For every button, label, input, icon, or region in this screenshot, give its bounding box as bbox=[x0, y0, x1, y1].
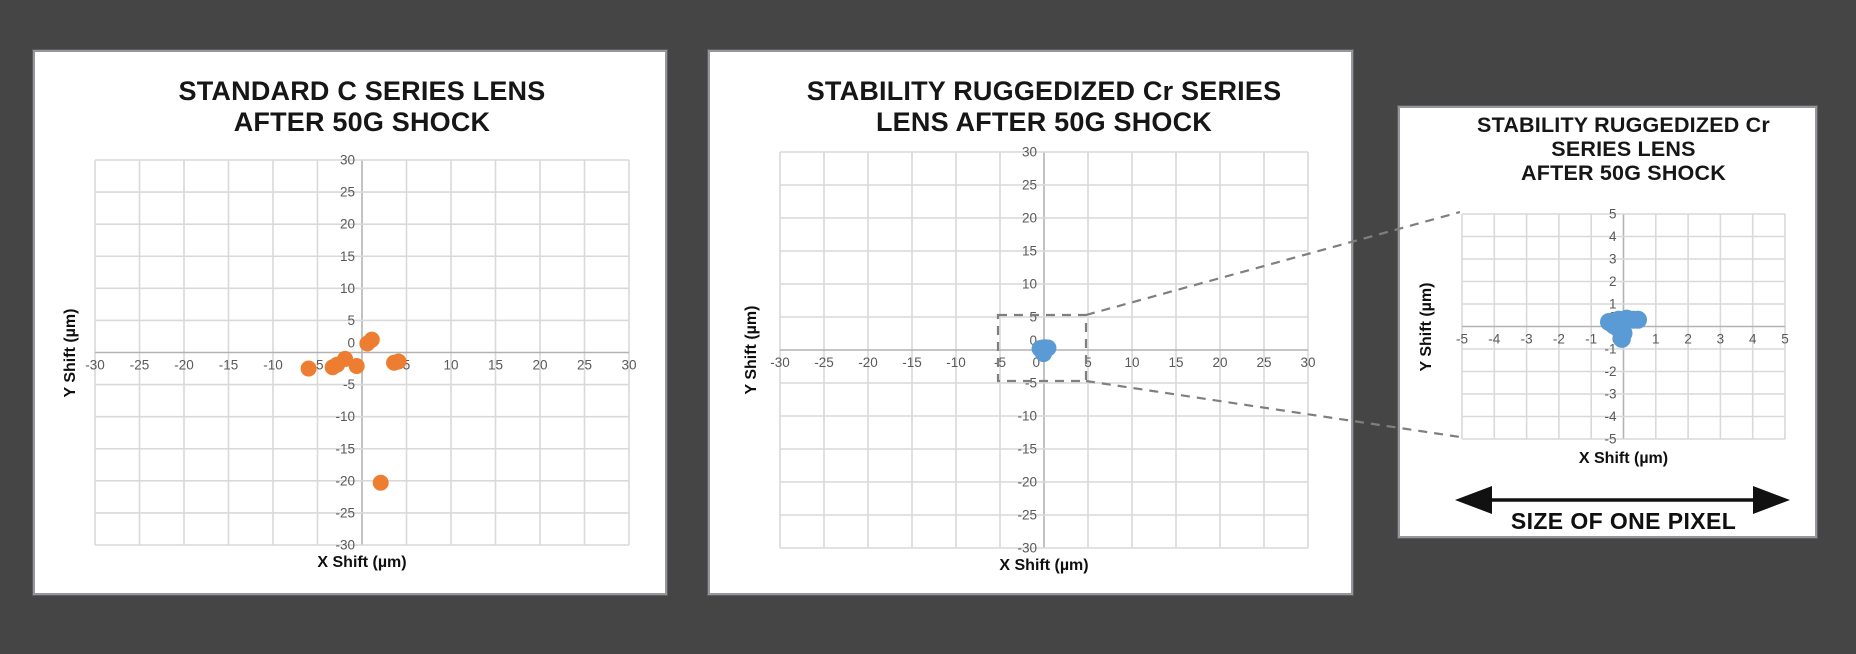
svg-text:-25: -25 bbox=[130, 358, 150, 373]
svg-text:25: 25 bbox=[1256, 355, 1271, 370]
svg-text:3: 3 bbox=[1609, 252, 1617, 267]
svg-text:30: 30 bbox=[621, 358, 636, 373]
chart-title-line: AFTER 50G SHOCK bbox=[233, 107, 491, 137]
svg-text:-10: -10 bbox=[946, 355, 966, 370]
chart-title-line: AFTER 50G SHOCK bbox=[1521, 161, 1726, 185]
svg-text:-1: -1 bbox=[1585, 332, 1597, 347]
svg-text:5: 5 bbox=[1781, 332, 1789, 347]
chart-title-ruggedized: STABILITY RUGGEDIZED Cr SERIES LENS AFTE… bbox=[780, 76, 1308, 138]
svg-text:30: 30 bbox=[1022, 145, 1037, 160]
svg-text:2: 2 bbox=[1684, 332, 1692, 347]
svg-text:-5: -5 bbox=[1456, 332, 1468, 347]
svg-text:1: 1 bbox=[1609, 297, 1617, 312]
svg-text:10: 10 bbox=[340, 281, 355, 296]
svg-text:25: 25 bbox=[577, 358, 592, 373]
svg-text:-5: -5 bbox=[994, 355, 1006, 370]
svg-text:-3: -3 bbox=[1604, 387, 1616, 402]
svg-text:-2: -2 bbox=[1604, 364, 1616, 379]
svg-text:-5: -5 bbox=[343, 377, 355, 392]
svg-text:25: 25 bbox=[1022, 178, 1037, 193]
svg-text:-4: -4 bbox=[1604, 409, 1616, 424]
svg-text:20: 20 bbox=[340, 217, 355, 232]
svg-text:20: 20 bbox=[1212, 355, 1227, 370]
svg-text:-10: -10 bbox=[263, 358, 283, 373]
svg-text:15: 15 bbox=[340, 249, 355, 264]
svg-text:-20: -20 bbox=[1017, 475, 1037, 490]
svg-text:-25: -25 bbox=[814, 355, 834, 370]
svg-text:-30: -30 bbox=[85, 358, 105, 373]
scatter-plot-standard: -30 -25 -20 -15 -10 -5 0 5 10 15 20 25 30 -30 -25 -20 -1… bbox=[85, 153, 636, 553]
scatter-plot-ruggedized: -30 -25 -20 -15 -10 -5 0 5 10 15 20 25 30-30-25-20-1… bbox=[770, 145, 1315, 556]
svg-text:-25: -25 bbox=[1017, 508, 1037, 523]
svg-text:-20: -20 bbox=[335, 473, 355, 488]
x-axis-title: X Shift (µm) bbox=[999, 557, 1089, 574]
chart-title-line: LENS AFTER 50G SHOCK bbox=[875, 107, 1213, 137]
svg-text:-30: -30 bbox=[770, 355, 790, 370]
chart-title-line: SERIES LENS bbox=[1551, 137, 1696, 161]
svg-text:-20: -20 bbox=[174, 358, 194, 373]
svg-text:5: 5 bbox=[1084, 355, 1092, 370]
x-axis-title: X Shift (µm) bbox=[317, 554, 407, 571]
pixel-size-annotation: SIZE OF ONE PIXEL bbox=[1510, 508, 1737, 534]
x-axis-title: X Shift (µm) bbox=[1578, 450, 1669, 467]
svg-text:25: 25 bbox=[340, 185, 355, 200]
svg-text:30: 30 bbox=[1300, 355, 1315, 370]
svg-text:20: 20 bbox=[532, 358, 547, 373]
svg-text:4: 4 bbox=[1749, 332, 1757, 347]
svg-text:-3: -3 bbox=[1521, 332, 1533, 347]
panel-standard-c-series: STANDARD C SERIES LENS AFTER 50G SHOCK Y… bbox=[33, 50, 667, 595]
svg-text:-15: -15 bbox=[219, 358, 239, 373]
scatter-plot-zoom-inset: -5-4-3-2-1012345-5-4-3-2-1012345 bbox=[1455, 207, 1790, 514]
svg-text:-15: -15 bbox=[902, 355, 922, 370]
svg-text:10: 10 bbox=[443, 358, 458, 373]
svg-text:0: 0 bbox=[347, 336, 355, 351]
svg-text:10: 10 bbox=[1022, 277, 1037, 292]
svg-text:4: 4 bbox=[1609, 229, 1617, 244]
svg-text:5: 5 bbox=[403, 358, 411, 373]
svg-text:-25: -25 bbox=[335, 505, 355, 520]
svg-text:15: 15 bbox=[1168, 355, 1183, 370]
svg-text:15: 15 bbox=[1022, 244, 1037, 259]
svg-text:2: 2 bbox=[1609, 274, 1617, 289]
svg-text:5: 5 bbox=[347, 313, 355, 328]
chart-title-line: STABILITY RUGGEDIZED Cr SERIES bbox=[806, 76, 1282, 106]
svg-text:3: 3 bbox=[1717, 332, 1725, 347]
chart-title-line: STANDARD C SERIES LENS bbox=[178, 76, 546, 106]
svg-text:-10: -10 bbox=[335, 409, 355, 424]
svg-text:-15: -15 bbox=[1017, 442, 1037, 457]
svg-text:-2: -2 bbox=[1553, 332, 1565, 347]
svg-text:10: 10 bbox=[1124, 355, 1139, 370]
svg-text:-30: -30 bbox=[1017, 541, 1037, 556]
chart-title-zoom-inset: STABILITY RUGGEDIZED Cr SERIES LENS AFTE… bbox=[1462, 113, 1785, 185]
svg-text:-15: -15 bbox=[335, 441, 355, 456]
svg-text:-5: -5 bbox=[1025, 376, 1037, 391]
svg-text:-20: -20 bbox=[858, 355, 878, 370]
svg-text:-4: -4 bbox=[1488, 332, 1500, 347]
chart-title-line: STABILITY RUGGEDIZED Cr bbox=[1477, 113, 1770, 137]
svg-text:15: 15 bbox=[488, 358, 503, 373]
chart-title-standard: STANDARD C SERIES LENS AFTER 50G SHOCK bbox=[95, 76, 629, 138]
svg-text:-5: -5 bbox=[1604, 432, 1616, 447]
svg-text:-1: -1 bbox=[1604, 342, 1616, 357]
svg-text:-30: -30 bbox=[335, 538, 355, 553]
svg-text:20: 20 bbox=[1022, 211, 1037, 226]
svg-text:5: 5 bbox=[1609, 207, 1617, 222]
svg-text:1: 1 bbox=[1652, 332, 1660, 347]
panel-ruggedized-cr-series: STABILITY RUGGEDIZED Cr SERIES LENS AFTE… bbox=[708, 50, 1353, 595]
panel-ruggedized-zoom-inset: STABILITY RUGGEDIZED Cr SERIES LENS AFTE… bbox=[1398, 106, 1817, 538]
svg-text:5: 5 bbox=[1029, 310, 1037, 325]
svg-text:-10: -10 bbox=[1017, 409, 1037, 424]
svg-text:30: 30 bbox=[340, 153, 355, 168]
